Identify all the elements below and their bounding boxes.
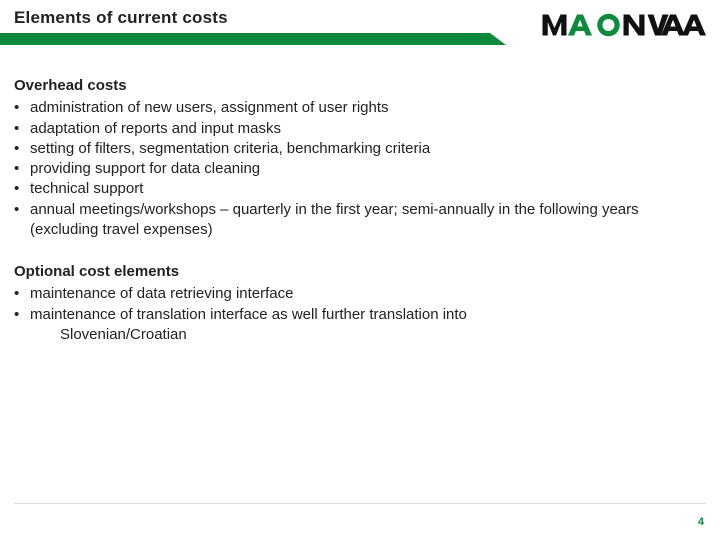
header: Elements of current costs	[0, 0, 720, 48]
bullet-list: •administration of new users, assignment…	[14, 98, 696, 240]
manova-logo-icon	[541, 10, 706, 40]
list-item: •maintenance of data retrieving interfac…	[14, 284, 696, 304]
bullet-list: •maintenance of data retrieving interfac…	[14, 284, 696, 325]
footer-divider	[14, 503, 706, 504]
bullet-icon: •	[14, 139, 30, 159]
list-item: •administration of new users, assignment…	[14, 98, 696, 118]
list-item: •annual meetings/workshops – quarterly i…	[14, 200, 696, 241]
bullet-text: maintenance of data retrieving interface	[30, 284, 696, 304]
bullet-icon: •	[14, 98, 30, 118]
bullet-icon: •	[14, 305, 30, 325]
slide: Elements of current costs	[0, 0, 720, 540]
bullet-text: setting of filters, segmentation criteri…	[30, 139, 696, 159]
section-overhead: Overhead costs •administration of new us…	[14, 76, 696, 240]
list-item: •technical support	[14, 179, 696, 199]
bullet-text: maintenance of translation interface as …	[30, 305, 696, 325]
bullet-icon: •	[14, 200, 30, 220]
title-wrap: Elements of current costs	[14, 8, 228, 28]
bullet-icon: •	[14, 284, 30, 304]
bullet-icon: •	[14, 179, 30, 199]
list-item: •setting of filters, segmentation criter…	[14, 139, 696, 159]
slide-title: Elements of current costs	[14, 8, 228, 28]
bullet-icon: •	[14, 159, 30, 179]
accent-bar	[0, 33, 490, 45]
content: Overhead costs •administration of new us…	[0, 48, 720, 345]
section-heading: Optional cost elements	[14, 262, 696, 282]
list-item: •adaptation of reports and input masks	[14, 119, 696, 139]
accent-bar-diagonal	[490, 33, 506, 45]
sub-indent-text: Slovenian/Croatian	[14, 325, 696, 345]
bullet-text: adaptation of reports and input masks	[30, 119, 696, 139]
list-item: •maintenance of translation interface as…	[14, 305, 696, 325]
section-heading: Overhead costs	[14, 76, 696, 96]
list-item: •providing support for data cleaning	[14, 159, 696, 179]
logo	[541, 10, 706, 40]
page-number: 4	[698, 516, 704, 528]
bullet-icon: •	[14, 119, 30, 139]
bullet-text: technical support	[30, 179, 696, 199]
bullet-text: annual meetings/workshops – quarterly in…	[30, 200, 696, 241]
section-optional: Optional cost elements •maintenance of d…	[14, 262, 696, 345]
bullet-text: administration of new users, assignment …	[30, 98, 696, 118]
bullet-text: providing support for data cleaning	[30, 159, 696, 179]
